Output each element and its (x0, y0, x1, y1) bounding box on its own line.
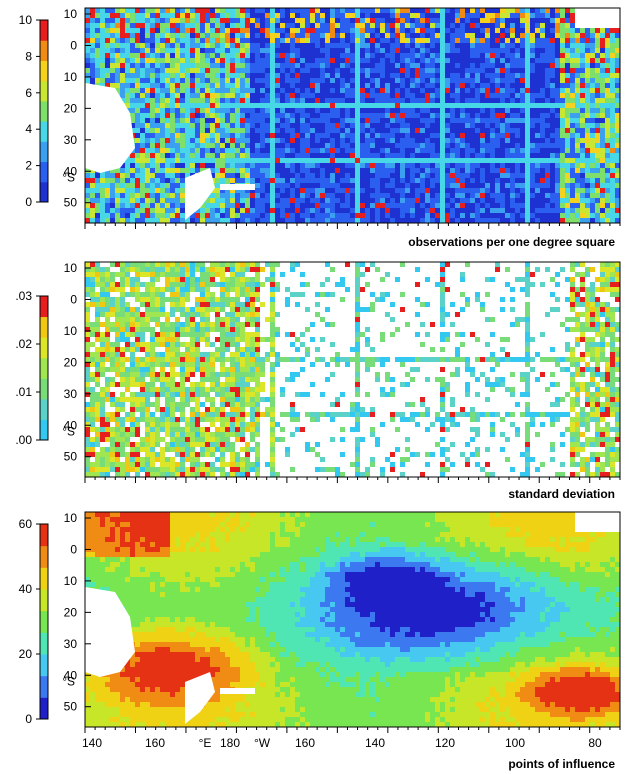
land-mask (85, 512, 620, 724)
colorbar: 10 8 6 4 2 0 (19, 13, 49, 209)
lat-tick-label: 10 (64, 261, 78, 275)
lat-tick-label: 20 (64, 605, 78, 619)
lat-tick-label: 10 (64, 574, 78, 588)
panel-caption: standard deviation (508, 487, 615, 501)
colorbar-tick-label: 60 (19, 517, 33, 531)
colorbar-tick-label: .01 (15, 385, 32, 399)
lon-tick-label: 160 (145, 736, 165, 750)
lon-tick-label: 80 (588, 736, 602, 750)
plot-frame (84, 511, 621, 728)
lat-tick-label: 40 (64, 164, 78, 178)
lon-tick-label: °E (199, 736, 212, 750)
lat-unit-label: °S (62, 424, 75, 438)
lat-tick-label: 40 (64, 668, 78, 682)
colorbar: .03 .02 .01 .00 (15, 289, 49, 447)
lat-unit-label: °S (62, 170, 75, 184)
lon-tick-label: 140 (365, 736, 385, 750)
colorbar-tick-label: 2 (25, 159, 32, 173)
heatmap-field (85, 8, 620, 223)
lat-tick-label: 40 (64, 418, 78, 432)
colorbar-tick-label: 4 (25, 122, 32, 136)
heatmap-panel-2: 10 0 10 20 30 40 50 °S standard deviation .03 .02.… (15, 261, 621, 501)
lat-tick-label: 50 (64, 450, 78, 464)
lat-tick-label: 30 (64, 387, 78, 401)
lat-tick-label: 20 (64, 355, 78, 369)
lat-tick-label: 10 (64, 70, 78, 84)
colorbar-tick-label: 8 (25, 49, 32, 63)
lat-tick-label: 20 (64, 101, 78, 115)
lat-tick-label: 30 (64, 133, 78, 147)
lat-tick-label: 50 (64, 196, 78, 210)
land-mask (85, 8, 620, 220)
lat-tick-label: 10 (64, 324, 78, 338)
colorbar-tick-label: .00 (15, 433, 32, 447)
colorbar-tick-label: 0 (25, 712, 32, 726)
heatmap-field (85, 262, 620, 477)
plot-frame (84, 261, 621, 478)
plot-frame (84, 7, 621, 224)
lon-tick-label: 180 (220, 736, 240, 750)
heatmap-field (85, 512, 620, 727)
panel-caption: observations per one degree square (408, 235, 615, 249)
colorbar-tick-label: 40 (19, 582, 33, 596)
lon-tick-label: 100 (505, 736, 525, 750)
colorbar-tick-label: 6 (25, 86, 32, 100)
lon-tick-label: 160 (295, 736, 315, 750)
lat-tick-label: 10 (64, 511, 78, 525)
colorbar-tick-label: .03 (15, 289, 32, 303)
panel-caption: points of influence (508, 757, 615, 771)
lat-tick-label: 50 (64, 700, 78, 714)
colorbar-tick-label: 20 (19, 647, 33, 661)
lon-tick-label: 140 (82, 736, 102, 750)
lon-tick-label: °W (254, 736, 271, 750)
lat-tick-label: 30 (64, 637, 78, 651)
lat-unit-label: °S (62, 674, 75, 688)
lat-tick-label: 10 (64, 7, 78, 21)
lon-tick-label: 120 (435, 736, 455, 750)
colorbar-tick-label: 10 (19, 13, 33, 27)
lat-tick-label: 0 (70, 38, 77, 52)
colorbar-tick-label: .02 (15, 337, 32, 351)
lat-tick-label: 0 (70, 292, 77, 306)
lat-tick-label: 0 (70, 542, 77, 556)
colorbar: 60 40 20 0 (19, 517, 49, 726)
colorbar-tick-label: 0 (25, 195, 32, 209)
